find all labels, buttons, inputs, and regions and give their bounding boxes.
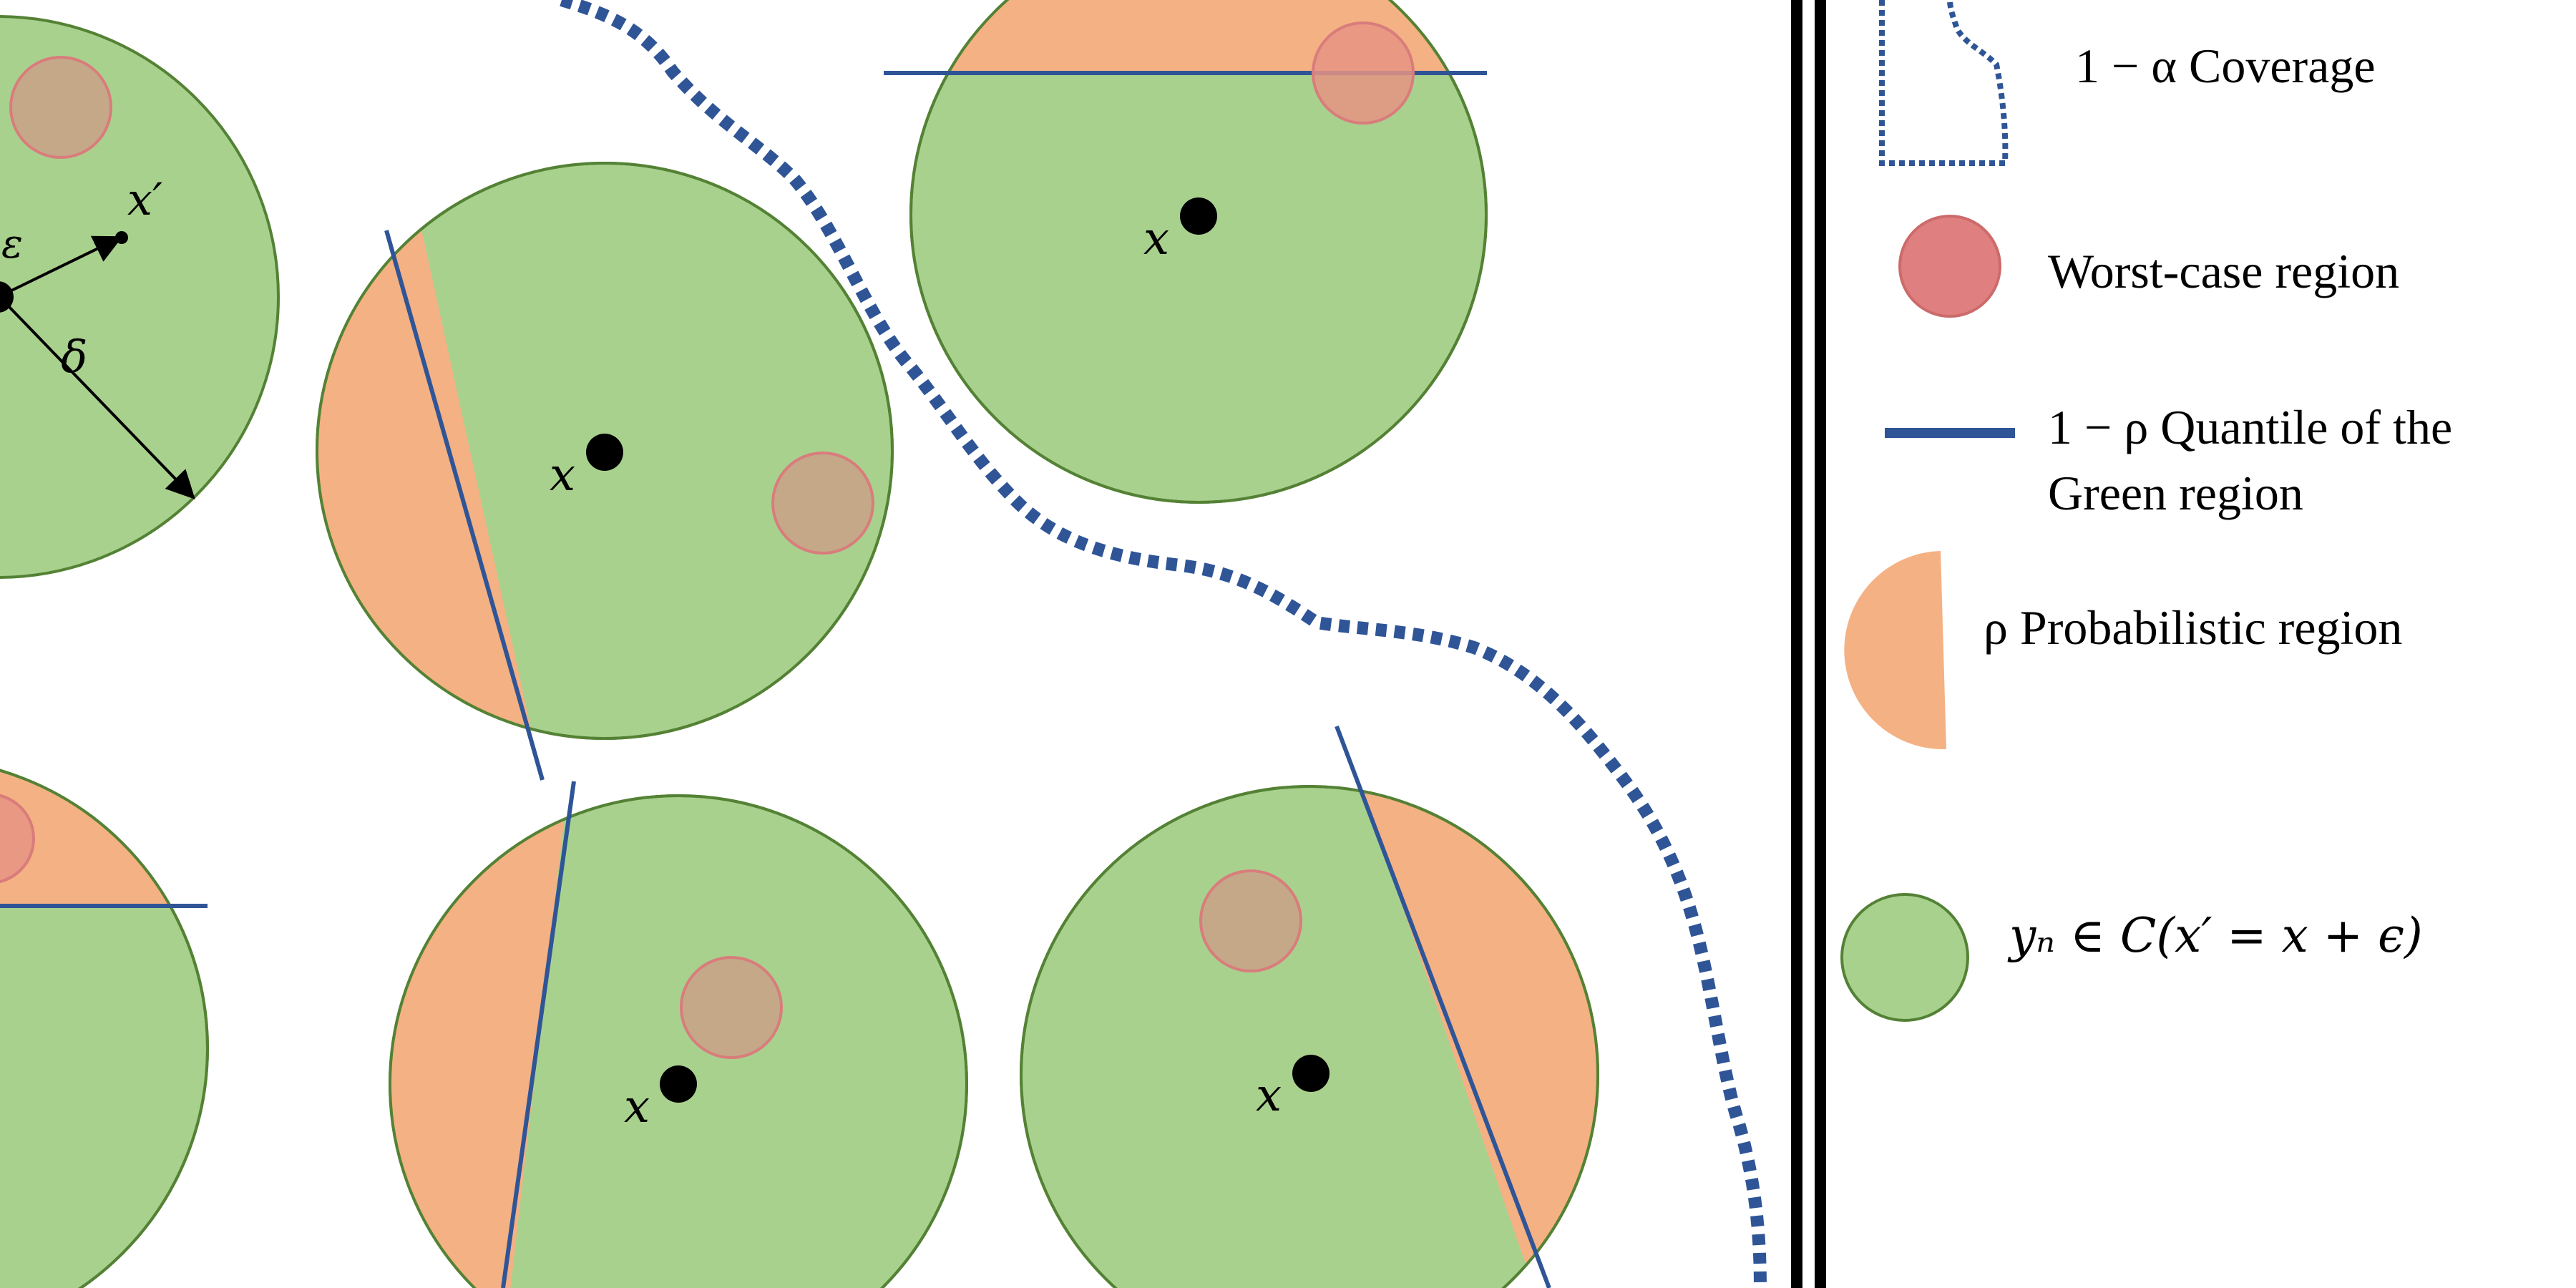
epsilon-label: ε <box>1 221 23 268</box>
legend-item-prediction-set: yₙ ∈ C(x′ = x + ϵ) <box>1840 893 2423 1022</box>
perturbed-point <box>115 231 128 244</box>
legend-item-worst-case: Worst-case region <box>1898 215 2399 318</box>
worst-case-region <box>680 956 783 1059</box>
point-label: x <box>1256 1069 1282 1122</box>
region-circle-d <box>0 758 209 1288</box>
legend-label-probabilistic: ρ Probabilistic region <box>1984 600 2402 655</box>
region-circle-c: x <box>884 0 1488 504</box>
worst-case-region <box>1199 869 1302 972</box>
coverage-boundary <box>560 0 1767 1288</box>
quantile-line <box>501 781 576 1288</box>
green-circle-icon <box>1840 893 1969 1022</box>
data-point <box>1292 1055 1330 1092</box>
point-label: x <box>624 1080 650 1133</box>
worst-case-region <box>9 56 112 159</box>
worst-case-region <box>0 794 35 884</box>
legend-label-prediction-set: yₙ ∈ C(x′ = x + ϵ) <box>2007 908 2423 963</box>
legend-item-probabilistic: ρ Probabilistic region <box>1844 551 2402 750</box>
region-circle-a: x′ ε δ <box>0 15 280 579</box>
legend-item-quantile: 1 − ρ Quantile of the Green region <box>1885 400 2452 520</box>
data-point <box>586 434 623 471</box>
red-circle-icon <box>1898 215 2001 318</box>
quantile-line <box>1335 725 1551 1288</box>
legend-label-worst-case: Worst-case region <box>2048 244 2399 298</box>
region-circle-f: x <box>1020 725 1599 1288</box>
perturbed-point-label: x′ <box>127 173 162 225</box>
probabilistic-region <box>0 758 208 906</box>
delta-label: δ <box>61 331 87 383</box>
legend: 1 − α Coverage Worst-case region 1 − ρ Q… <box>1840 0 2452 1022</box>
legend-label-quantile-line2: Green region <box>2048 466 2303 520</box>
data-point <box>1180 197 1217 235</box>
probabilistic-region <box>1337 786 1598 1288</box>
point-label: x <box>550 449 575 502</box>
point-label: x <box>1143 213 1169 265</box>
orange-half-disc-icon <box>1844 551 1946 750</box>
data-point <box>660 1065 697 1103</box>
worst-case-region <box>1312 21 1415 125</box>
worst-case-region <box>771 452 874 555</box>
dotted-outline-icon <box>1879 0 2009 166</box>
legend-label-quantile-line1: 1 − ρ Quantile of the <box>2048 400 2452 454</box>
epsilon-arrow <box>8 235 123 293</box>
quantile-line <box>384 230 545 781</box>
legend-item-coverage: 1 − α Coverage <box>1879 0 2376 166</box>
delta-arrow <box>7 305 195 499</box>
legend-separator <box>1791 0 1826 1288</box>
legend-label-coverage: 1 − α Coverage <box>2075 39 2376 93</box>
data-point <box>0 281 14 313</box>
